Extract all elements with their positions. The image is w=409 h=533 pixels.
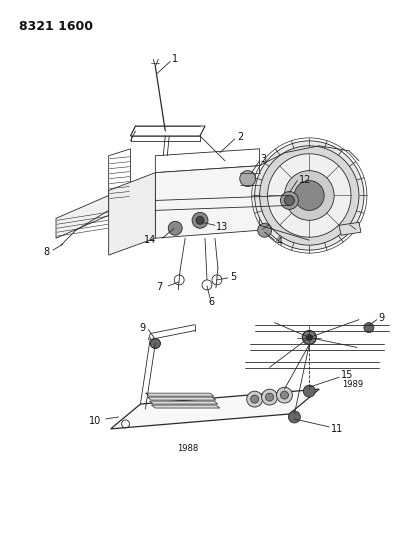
Circle shape bbox=[363, 322, 373, 333]
Circle shape bbox=[239, 171, 255, 187]
Circle shape bbox=[284, 196, 294, 205]
Circle shape bbox=[246, 391, 262, 407]
Text: 12: 12 bbox=[299, 175, 311, 184]
Polygon shape bbox=[56, 196, 108, 238]
Circle shape bbox=[280, 191, 298, 209]
Circle shape bbox=[254, 141, 363, 250]
Text: 10: 10 bbox=[88, 416, 101, 426]
Circle shape bbox=[294, 181, 324, 211]
Text: 8: 8 bbox=[43, 247, 49, 257]
Text: 4: 4 bbox=[276, 237, 282, 247]
Circle shape bbox=[265, 393, 273, 401]
Polygon shape bbox=[147, 397, 216, 400]
Circle shape bbox=[276, 387, 292, 403]
Text: 1: 1 bbox=[172, 54, 178, 64]
Polygon shape bbox=[130, 126, 204, 136]
Text: 1988: 1988 bbox=[177, 445, 198, 453]
Circle shape bbox=[150, 338, 160, 349]
Text: 14: 14 bbox=[144, 235, 156, 245]
Text: 9: 9 bbox=[378, 313, 384, 322]
Text: 15: 15 bbox=[340, 370, 353, 380]
Polygon shape bbox=[338, 222, 360, 235]
Text: 13: 13 bbox=[216, 222, 228, 232]
Circle shape bbox=[288, 411, 300, 423]
Polygon shape bbox=[108, 149, 130, 208]
Circle shape bbox=[306, 335, 312, 341]
Text: 3: 3 bbox=[260, 154, 266, 164]
Circle shape bbox=[303, 385, 315, 397]
Polygon shape bbox=[149, 401, 217, 404]
Text: 2: 2 bbox=[236, 132, 243, 142]
Circle shape bbox=[284, 171, 333, 220]
Circle shape bbox=[261, 389, 277, 405]
Circle shape bbox=[259, 146, 358, 245]
Polygon shape bbox=[155, 166, 259, 238]
Polygon shape bbox=[151, 405, 219, 408]
Text: 9: 9 bbox=[139, 322, 145, 333]
Circle shape bbox=[250, 395, 258, 403]
Text: 11: 11 bbox=[330, 424, 343, 434]
Text: 5: 5 bbox=[229, 272, 236, 282]
Polygon shape bbox=[108, 173, 155, 255]
Circle shape bbox=[301, 330, 315, 344]
Polygon shape bbox=[145, 393, 213, 396]
Circle shape bbox=[267, 154, 350, 237]
Circle shape bbox=[168, 221, 182, 235]
Text: 1989: 1989 bbox=[341, 379, 362, 389]
Text: 8321 1600: 8321 1600 bbox=[19, 20, 93, 33]
Polygon shape bbox=[155, 149, 259, 173]
Circle shape bbox=[280, 391, 288, 399]
Circle shape bbox=[257, 223, 271, 237]
Circle shape bbox=[196, 216, 204, 224]
Text: 7: 7 bbox=[156, 282, 162, 292]
Text: 6: 6 bbox=[207, 297, 213, 307]
Circle shape bbox=[192, 212, 207, 228]
Circle shape bbox=[150, 338, 160, 349]
Polygon shape bbox=[110, 389, 319, 429]
